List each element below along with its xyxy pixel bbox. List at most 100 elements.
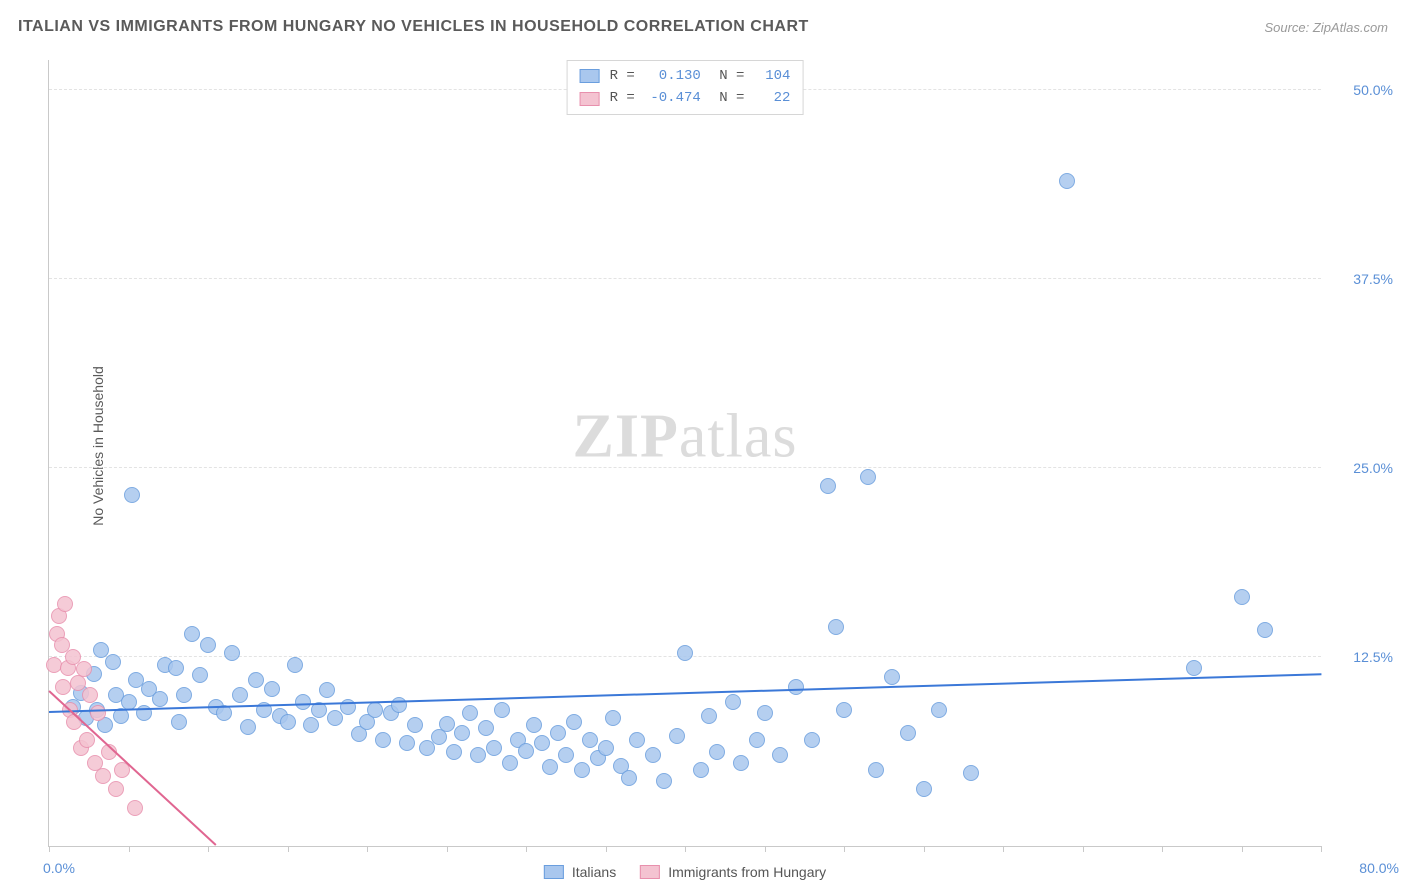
data-point bbox=[709, 744, 725, 760]
data-point bbox=[200, 637, 216, 653]
data-point bbox=[1059, 173, 1075, 189]
plot-canvas: ZIPatlas R = 0.130 N = 104 R = -0.474 N … bbox=[48, 60, 1321, 847]
data-point bbox=[669, 728, 685, 744]
plot-area: ZIPatlas R = 0.130 N = 104 R = -0.474 N … bbox=[48, 60, 1321, 847]
series-legend: Italians Immigrants from Hungary bbox=[544, 864, 826, 880]
data-point bbox=[860, 469, 876, 485]
x-tick bbox=[606, 846, 607, 852]
data-point bbox=[446, 744, 462, 760]
data-point bbox=[693, 762, 709, 778]
data-point bbox=[582, 732, 598, 748]
data-point bbox=[171, 714, 187, 730]
r-label: R = bbox=[610, 65, 635, 87]
data-point bbox=[486, 740, 502, 756]
r-value-hungary: -0.474 bbox=[645, 87, 701, 109]
data-point bbox=[757, 705, 773, 721]
trend-line bbox=[48, 690, 216, 846]
data-point bbox=[264, 681, 280, 697]
y-tick-label: 25.0% bbox=[1353, 460, 1393, 476]
data-point bbox=[367, 702, 383, 718]
data-point bbox=[494, 702, 510, 718]
chart-header: ITALIAN VS IMMIGRANTS FROM HUNGARY NO VE… bbox=[18, 18, 1388, 36]
legend-label-italians: Italians bbox=[572, 864, 616, 880]
gridline bbox=[49, 278, 1321, 279]
data-point bbox=[232, 687, 248, 703]
n-value-hungary: 22 bbox=[754, 87, 790, 109]
data-point bbox=[963, 765, 979, 781]
data-point bbox=[621, 770, 637, 786]
data-point bbox=[550, 725, 566, 741]
data-point bbox=[900, 725, 916, 741]
watermark-atlas: atlas bbox=[679, 403, 798, 471]
data-point bbox=[916, 781, 932, 797]
source-attribution: Source: ZipAtlas.com bbox=[1264, 20, 1388, 35]
data-point bbox=[828, 619, 844, 635]
data-point bbox=[176, 687, 192, 703]
x-tick bbox=[129, 846, 130, 852]
x-tick bbox=[447, 846, 448, 852]
watermark-zip: ZIP bbox=[573, 403, 679, 471]
gridline bbox=[49, 467, 1321, 468]
data-point bbox=[192, 667, 208, 683]
data-point bbox=[105, 654, 121, 670]
data-point bbox=[1257, 622, 1273, 638]
data-point bbox=[868, 762, 884, 778]
data-point bbox=[518, 743, 534, 759]
data-point bbox=[439, 716, 455, 732]
x-tick bbox=[1003, 846, 1004, 852]
y-tick-label: 37.5% bbox=[1353, 271, 1393, 287]
data-point bbox=[542, 759, 558, 775]
swatch-hungary bbox=[580, 92, 600, 106]
data-point bbox=[108, 781, 124, 797]
r-value-italians: 0.130 bbox=[645, 65, 701, 87]
data-point bbox=[1186, 660, 1202, 676]
legend-label-hungary: Immigrants from Hungary bbox=[668, 864, 826, 880]
x-tick bbox=[924, 846, 925, 852]
data-point bbox=[772, 747, 788, 763]
swatch-italians bbox=[544, 865, 564, 879]
data-point bbox=[677, 645, 693, 661]
x-tick bbox=[208, 846, 209, 852]
data-point bbox=[820, 478, 836, 494]
data-point bbox=[280, 714, 296, 730]
data-point bbox=[526, 717, 542, 733]
data-point bbox=[224, 645, 240, 661]
data-point bbox=[127, 800, 143, 816]
data-point bbox=[629, 732, 645, 748]
data-point bbox=[788, 679, 804, 695]
x-tick bbox=[49, 846, 50, 852]
x-tick bbox=[1321, 846, 1322, 852]
data-point bbox=[76, 661, 92, 677]
data-point bbox=[152, 691, 168, 707]
x-tick bbox=[1162, 846, 1163, 852]
x-tick bbox=[685, 846, 686, 852]
data-point bbox=[884, 669, 900, 685]
data-point bbox=[558, 747, 574, 763]
x-axis-min-label: 0.0% bbox=[43, 860, 75, 876]
y-tick-label: 50.0% bbox=[1353, 82, 1393, 98]
data-point bbox=[836, 702, 852, 718]
legend-item-italians: Italians bbox=[544, 864, 616, 880]
legend-row-hungary: R = -0.474 N = 22 bbox=[580, 87, 791, 109]
data-point bbox=[598, 740, 614, 756]
data-point bbox=[184, 626, 200, 642]
data-point bbox=[931, 702, 947, 718]
data-point bbox=[566, 714, 582, 730]
data-point bbox=[407, 717, 423, 733]
data-point bbox=[478, 720, 494, 736]
data-point bbox=[725, 694, 741, 710]
data-point bbox=[701, 708, 717, 724]
correlation-legend: R = 0.130 N = 104 R = -0.474 N = 22 bbox=[567, 60, 804, 115]
y-tick-label: 12.5% bbox=[1353, 649, 1393, 665]
data-point bbox=[248, 672, 264, 688]
legend-row-italians: R = 0.130 N = 104 bbox=[580, 65, 791, 87]
data-point bbox=[656, 773, 672, 789]
data-point bbox=[1234, 589, 1250, 605]
n-label: N = bbox=[711, 65, 745, 87]
data-point bbox=[454, 725, 470, 741]
data-point bbox=[375, 732, 391, 748]
data-point bbox=[168, 660, 184, 676]
data-point bbox=[605, 710, 621, 726]
data-point bbox=[95, 768, 111, 784]
swatch-italians bbox=[580, 69, 600, 83]
